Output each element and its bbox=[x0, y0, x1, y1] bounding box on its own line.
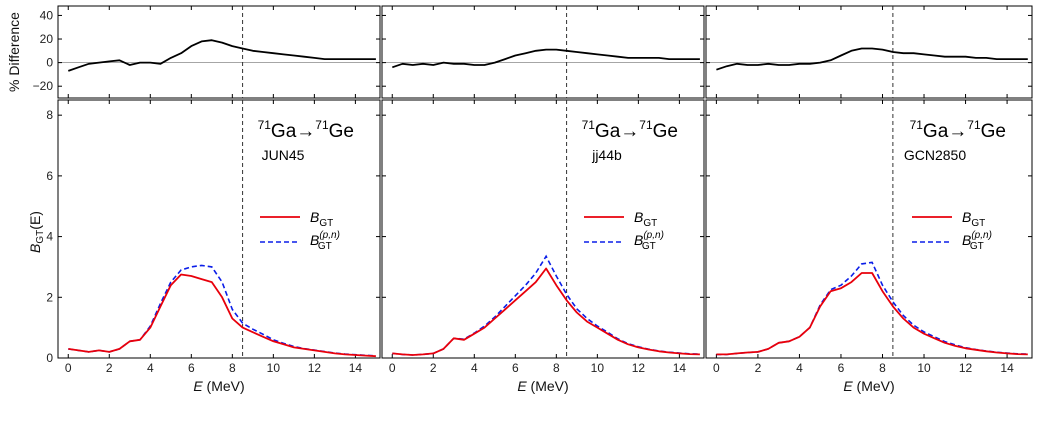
x-tick-label: 8 bbox=[879, 361, 886, 375]
x-tick-label: 10 bbox=[917, 361, 931, 375]
x-tick-label: 12 bbox=[308, 361, 322, 375]
x-tick-label: 6 bbox=[512, 361, 519, 375]
x-tick-label: 4 bbox=[796, 361, 803, 375]
model-label: jj44b bbox=[591, 147, 622, 163]
panel-title: 71Ga→71Ge bbox=[582, 118, 678, 142]
legend-label-bgt-pn: B(p,n) GT bbox=[310, 230, 340, 252]
diff-frame bbox=[705, 5, 1033, 99]
bgt-series-line bbox=[392, 267, 700, 356]
bgt-frame bbox=[57, 99, 381, 359]
diff-frame bbox=[57, 5, 381, 99]
x-tick-label: 12 bbox=[959, 361, 973, 375]
x-axis-label: E (MeV) bbox=[843, 378, 894, 394]
model-label: GCN2850 bbox=[904, 147, 966, 163]
x-tick-label: 14 bbox=[1000, 361, 1014, 375]
bgt-pn-series-line bbox=[716, 261, 1028, 356]
bgt-y-tick-label: 8 bbox=[46, 108, 53, 122]
x-tick-label: 0 bbox=[65, 361, 72, 375]
bgt-y-tick-label: 6 bbox=[46, 169, 53, 183]
bgt-pn-series-line bbox=[392, 254, 700, 356]
x-axis-label: E (MeV) bbox=[517, 378, 568, 394]
diff-y-tick-label: 40 bbox=[40, 8, 54, 22]
panel-title: 71Ga→71Ge bbox=[910, 118, 1006, 142]
bgt-y-tick-label: 0 bbox=[46, 351, 53, 365]
x-tick-label: 2 bbox=[755, 361, 762, 375]
x-tick-label: 0 bbox=[389, 361, 396, 375]
diff-y-tick-label: 0 bbox=[46, 56, 53, 70]
legend-label-bgt-pn: B(p,n) GT bbox=[962, 230, 992, 252]
panel-title: 71Ga→71Ge bbox=[258, 118, 354, 142]
x-axis-label: E (MeV) bbox=[193, 378, 244, 394]
diff-y-tick-label: 20 bbox=[40, 32, 54, 46]
diff-series-line bbox=[392, 48, 700, 69]
x-tick-label: 8 bbox=[553, 361, 560, 375]
bgt-y-tick-label: 4 bbox=[46, 230, 53, 244]
bgt-ylabel: BGT(E) bbox=[27, 211, 46, 253]
legend-label-bgt: BGT bbox=[310, 209, 333, 229]
diff-ylabel: % Difference bbox=[6, 12, 22, 92]
x-tick-label: 14 bbox=[673, 361, 687, 375]
bgt-y-tick-label: 2 bbox=[46, 290, 53, 304]
legend-label-bgt: BGT bbox=[634, 209, 657, 229]
diff-series-line bbox=[68, 39, 376, 72]
panel-gcn2850: 0 2 4 6 8 10 12 14 E (MeV) 71Ga→71Ge GCN2850 BGTB(p… bbox=[705, 5, 1033, 394]
bgt-frame bbox=[381, 99, 705, 359]
panel-jj44b: 0 2 4 6 8 10 12 14 E (MeV) 71Ga→71Ge jj44b BGTB(p,n… bbox=[381, 5, 705, 394]
diff-series-line bbox=[716, 47, 1028, 71]
bgt-pn-series-line bbox=[68, 264, 376, 357]
x-tick-label: 14 bbox=[349, 361, 363, 375]
x-tick-label: 2 bbox=[106, 361, 113, 375]
x-tick-label: 0 bbox=[713, 361, 720, 375]
bgt-series-line bbox=[716, 272, 1028, 356]
x-tick-label: 6 bbox=[838, 361, 845, 375]
x-tick-label: 8 bbox=[229, 361, 236, 375]
x-tick-label: 2 bbox=[430, 361, 437, 375]
model-label: JUN45 bbox=[262, 147, 305, 163]
x-tick-label: 10 bbox=[591, 361, 605, 375]
legend-label-bgt-pn: B(p,n) GT bbox=[634, 230, 664, 252]
x-tick-label: 12 bbox=[632, 361, 646, 375]
x-tick-label: 6 bbox=[188, 361, 195, 375]
bgt-series-line bbox=[68, 273, 376, 358]
legend-label-bgt: BGT bbox=[962, 209, 985, 229]
bgt-frame bbox=[705, 99, 1033, 359]
x-tick-label: 10 bbox=[267, 361, 281, 375]
diff-frame bbox=[381, 5, 705, 99]
x-tick-label: 4 bbox=[147, 361, 154, 375]
x-tick-label: 4 bbox=[471, 361, 478, 375]
diff-y-tick-label: −20 bbox=[33, 79, 54, 93]
panel-jun45: 0 2 4 6 8 10 12 14 −20 0 20 40 0 2 4 6 8 E (MeV) 71Ga→71Ge… bbox=[33, 5, 381, 394]
